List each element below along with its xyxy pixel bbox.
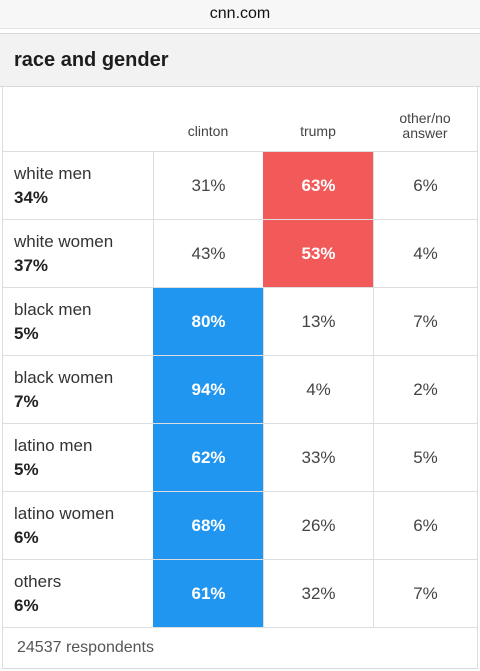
row-label: black men 5% [3,288,153,355]
header-empty [3,87,153,151]
other-cell: 5% [373,424,477,491]
group-share: 5% [14,459,39,479]
header-other: other/no answer [399,110,451,141]
clinton-cell: 94% [153,356,263,423]
group-name: others [14,571,62,591]
row-label: black women 7% [3,356,153,423]
table-row: black women 7% 94% 4% 2% [3,356,477,424]
header-trump: trump [300,123,336,139]
trump-cell: 32% [263,560,373,627]
row-label: latino women 6% [3,492,153,559]
group-share: 37% [14,255,49,275]
group-share: 6% [14,595,39,615]
row-label: white men 34% [3,152,153,219]
group-name: latino women [14,503,115,523]
group-share: 5% [14,323,39,343]
clinton-cell: 61% [153,560,263,627]
clinton-cell: 68% [153,492,263,559]
other-cell: 2% [373,356,477,423]
table-header: clinton trump other/no answer [3,87,477,152]
table-row: white men 34% 31% 63% 6% [3,152,477,220]
group-name: black women [14,367,114,387]
group-share: 34% [14,187,49,207]
trump-cell: 13% [263,288,373,355]
clinton-cell: 43% [153,220,263,287]
header-clinton: clinton [187,123,229,139]
other-cell: 7% [373,560,477,627]
url-bar[interactable]: cnn.com [0,0,480,29]
group-share: 6% [14,527,39,547]
group-name: white men [14,163,92,183]
trump-cell: 63% [263,152,373,219]
group-share: 7% [14,391,39,411]
trump-cell: 26% [263,492,373,559]
table-row: latino men 5% 62% 33% 5% [3,424,477,492]
url-text: cnn.com [209,5,271,22]
table-row: latino women 6% 68% 26% 6% [3,492,477,560]
respondents-count: 24537 respondents [2,628,478,669]
card-title: race and gender [0,34,480,87]
row-label: latino men 5% [3,424,153,491]
other-cell: 6% [373,152,477,219]
results-table: clinton trump other/no answer white men 3… [2,87,478,628]
trump-cell: 53% [263,220,373,287]
clinton-cell: 31% [153,152,263,219]
other-cell: 7% [373,288,477,355]
group-name: white women [14,231,114,251]
row-label: white women 37% [3,220,153,287]
row-label: others 6% [3,560,153,627]
clinton-cell: 62% [153,424,263,491]
other-cell: 4% [373,220,477,287]
table-row: others 6% 61% 32% 7% [3,560,477,628]
clinton-cell: 80% [153,288,263,355]
group-name: latino men [14,435,93,455]
table-row: black men 5% 80% 13% 7% [3,288,477,356]
other-cell: 6% [373,492,477,559]
trump-cell: 4% [263,356,373,423]
results-card: race and gender clinton trump other/no a… [0,33,480,669]
trump-cell: 33% [263,424,373,491]
table-row: white women 37% 43% 53% 4% [3,220,477,288]
table-body: white men 34% 31% 63% 6% white women 37% 43% 53%… [3,152,477,628]
group-name: black men [14,299,92,319]
